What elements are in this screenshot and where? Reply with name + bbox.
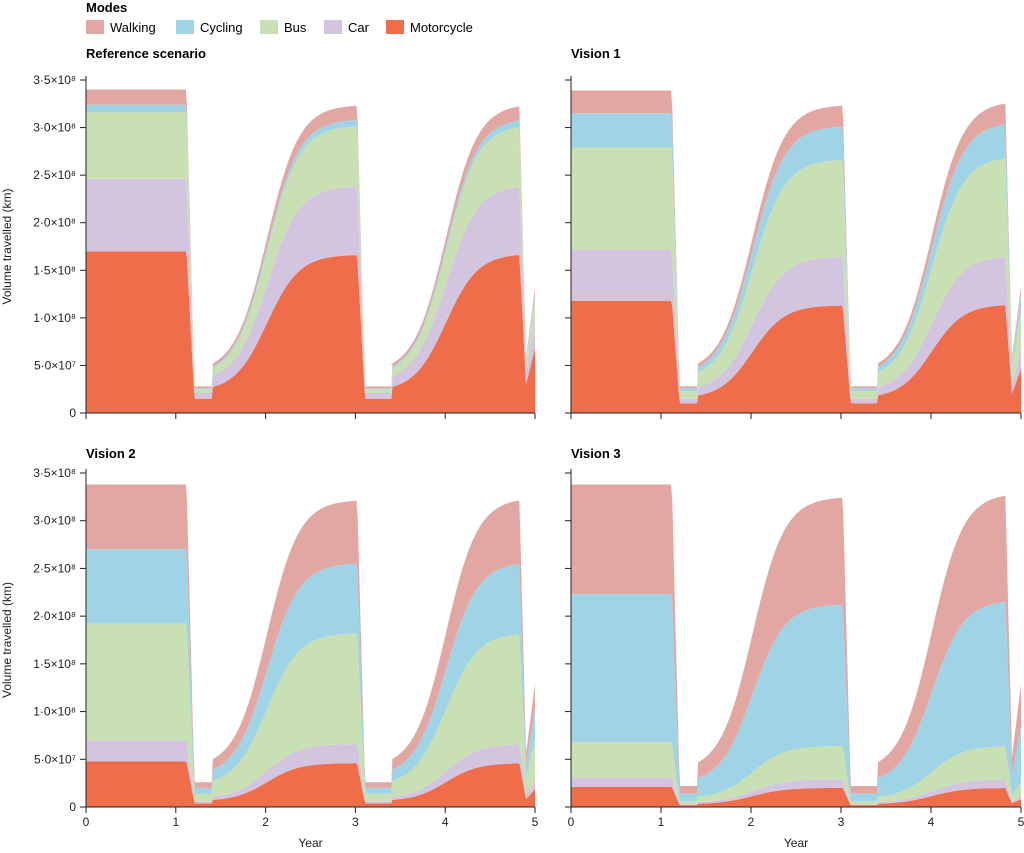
x-tick-label: 2 [748,815,755,829]
area-motorcycle [86,761,535,807]
area-walking [86,484,535,788]
y-tick-label: 5·0×10⁷ [34,752,76,766]
x-tick-label: 5 [1018,815,1024,829]
y-tick-label: 1·0×10⁸ [33,705,76,719]
y-tick-label: 1·0×10⁸ [33,311,76,325]
legend-label-cycling: Cycling [200,20,243,35]
y-tick-label: 0 [69,406,76,420]
x-tick-label: 1 [658,815,665,829]
legend-entry-walking: Walking [86,20,156,35]
y-tick-label: 1·5×10⁸ [33,657,76,671]
x-tick-label: 5 [532,815,539,829]
legend-entry-car: Car [324,20,370,35]
x-tick-label: 0 [83,815,90,829]
legend-entry-cycling: Cycling [176,20,243,35]
panel-vision-1 [565,76,1022,419]
area-motorcycle [571,787,1021,807]
x-tick-label: 0 [568,815,575,829]
area-cycling [86,549,535,794]
y-tick-label: 3·0×10⁸ [33,514,76,528]
y-tick-label: 0 [69,800,76,814]
legend-title: Modes [86,0,127,15]
y-tick-label: 5·0×10⁷ [34,358,76,372]
x-tick-label: 4 [442,815,449,829]
area-car [571,777,1021,806]
x-tick-label: 1 [172,815,179,829]
x-tick-label: 2 [262,815,269,829]
y-tick-label: 1·5×10⁸ [33,263,76,277]
legend-label-motorcycle: Motorcycle [410,20,473,35]
panel-reference: 0 5·0×10⁷ 1·0×10⁸ 1·5×10⁸ 2·0×10⁸ 2·5×10⁸ 3·0×… [0,73,536,420]
y-axis-label: Volume travelled (km) [0,188,14,304]
panel-title-vision-3: Vision 3 [571,446,621,461]
panel-title-vision-2: Vision 2 [86,446,136,461]
legend-entry-bus: Bus [260,20,307,35]
legend-label-car: Car [348,20,370,35]
x-axis-label: Year [784,836,808,850]
area-bus [86,112,535,394]
legend-swatch-motorcycle [386,20,404,34]
panel-title-vision-1: Vision 1 [571,46,621,61]
area-motorcycle [571,300,1021,413]
y-tick-label: 2·0×10⁸ [33,216,76,230]
area-cycling [571,113,1021,392]
y-tick-label: 2·5×10⁸ [33,561,76,575]
area-bus [571,147,1021,399]
area-bus [86,623,535,802]
legend-swatch-walking [86,20,104,34]
legend: Modes Walking Cycling Bus Car Motorcycle [86,0,473,35]
area-motorcycle [86,251,535,413]
x-axis-label: Year [298,836,322,850]
x-tick-label: 4 [928,815,935,829]
panel-vision-2: 0 1 2 3 4 5 0 5·0×10⁷ 1·0×10⁸ 1·5×10⁸ 2·0×10⁸ 2·5×1… [0,466,539,850]
area-car [571,249,1021,404]
area-car [86,178,535,399]
area-cycling [571,594,1021,802]
y-tick-label: 2·5×10⁸ [33,168,76,182]
y-tick-label: 2·0×10⁸ [33,609,76,623]
y-tick-label: 3·5×10⁸ [33,466,76,480]
legend-swatch-bus [260,20,278,34]
legend-label-walking: Walking [110,20,156,35]
area-bus [571,742,1021,805]
area-walking [571,90,1021,389]
panel-vision-3: 0 1 2 3 4 5 Year [565,469,1024,850]
y-tick-label: 3·0×10⁸ [33,121,76,135]
legend-entry-motorcycle: Motorcycle [386,20,473,35]
legend-swatch-car [324,20,342,34]
y-axis-label: Volume travelled (km) [0,582,14,698]
legend-swatch-cycling [176,20,194,34]
area-walking [571,484,1021,794]
x-tick-label: 3 [352,815,359,829]
legend-label-bus: Bus [284,20,307,35]
panel-title-reference: Reference scenario [86,46,206,61]
y-tick-label: 3·5×10⁸ [33,73,76,87]
x-tick-label: 3 [838,815,845,829]
